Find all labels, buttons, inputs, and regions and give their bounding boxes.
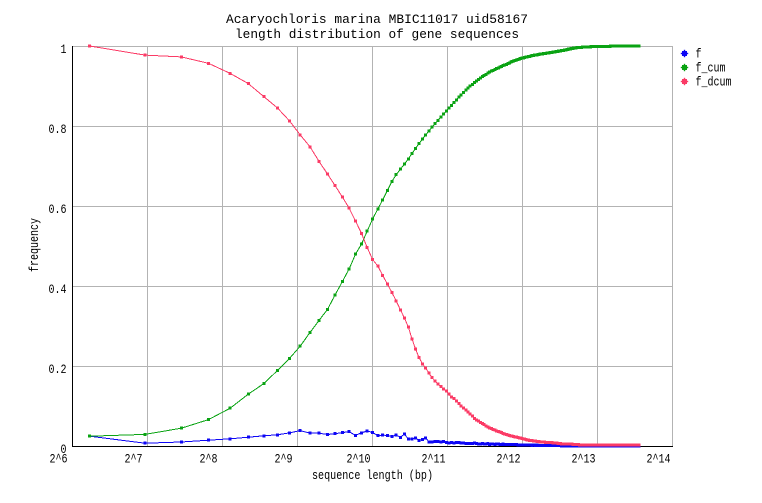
- svg-text:f_cum: f_cum: [696, 62, 726, 76]
- svg-text:2^12: 2^12: [497, 452, 521, 466]
- svg-text:2^10: 2^10: [347, 452, 371, 466]
- svg-text:2^9: 2^9: [275, 452, 293, 466]
- svg-text:2^8: 2^8: [200, 452, 218, 466]
- svg-text:2^6: 2^6: [50, 452, 68, 466]
- svg-text:1: 1: [61, 43, 67, 57]
- svg-text:0.8: 0.8: [49, 123, 67, 137]
- svg-text:0.2: 0.2: [49, 363, 67, 377]
- svg-text:0.6: 0.6: [49, 203, 67, 217]
- svg-text:0.4: 0.4: [49, 283, 67, 297]
- svg-text:2^14: 2^14: [647, 452, 671, 466]
- svg-text:f_dcum: f_dcum: [696, 76, 732, 90]
- svg-text:2^13: 2^13: [572, 452, 596, 466]
- svg-text:f: f: [696, 48, 702, 62]
- svg-text:2^7: 2^7: [125, 452, 143, 466]
- svg-text:2^11: 2^11: [422, 452, 446, 466]
- svg-text:sequence length (bp): sequence length (bp): [312, 469, 433, 483]
- svg-text:0: 0: [61, 443, 67, 457]
- svg-text:Acaryochloris marina MBIC11017: Acaryochloris marina MBIC11017 uid58167: [226, 12, 528, 27]
- svg-text:length distribution of gene se: length distribution of gene sequences: [235, 27, 519, 42]
- svg-text:frequency: frequency: [28, 218, 42, 272]
